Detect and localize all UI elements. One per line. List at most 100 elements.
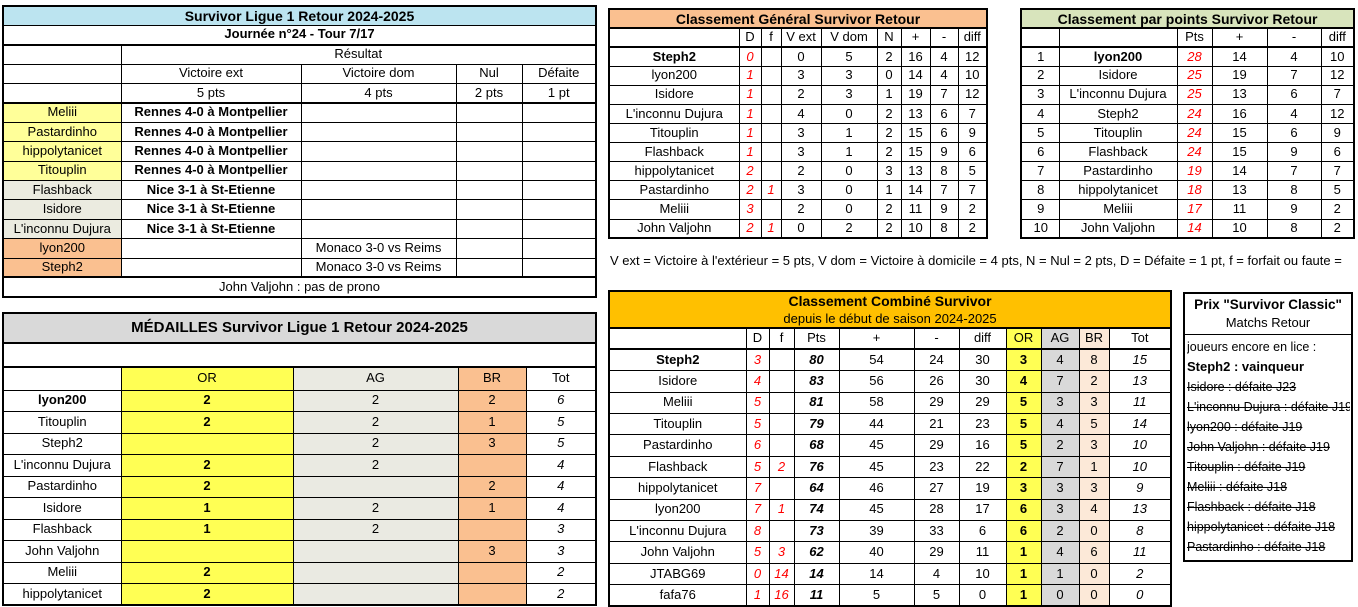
stat-pts: 28 (1176, 46, 1213, 67)
stat-d: 4 (745, 370, 770, 393)
stat-plus: 10 (1211, 218, 1268, 239)
col-gold: OR (1005, 327, 1042, 351)
bronze-count (457, 518, 527, 541)
pronos-title: Survivor Ligue 1 Retour 2024-2025 (2, 5, 597, 26)
stat-f: 1 (760, 180, 782, 201)
stat-plus: 16 (1211, 103, 1268, 125)
total-count: 13 (1108, 498, 1172, 522)
stat-d: 0 (745, 562, 770, 586)
stat-minus: 33 (913, 520, 960, 543)
stat-diff: 22 (958, 455, 1007, 479)
col-nul: Nul (455, 63, 523, 85)
stat-plus: 13 (900, 161, 931, 182)
total-count: 2 (525, 561, 597, 584)
player-name: hippolytanicet (2, 141, 122, 162)
silver-count (292, 561, 459, 584)
silver-count: 7 (1040, 370, 1080, 393)
stat-pts: 80 (793, 348, 840, 372)
col-defaite: Défaite (521, 63, 597, 85)
player-name: lyon200 (608, 498, 747, 522)
col-n: N (876, 27, 902, 49)
rank-number: 10 (1020, 218, 1060, 239)
stat-d: 1 (738, 142, 762, 163)
player-name: Meliii (2, 561, 122, 584)
bronze-count: 1 (1078, 455, 1110, 479)
pick-nul (455, 102, 523, 123)
stat-minus: 26 (913, 370, 960, 393)
player-name: lyon200 (608, 65, 740, 86)
rank-number: 6 (1020, 142, 1060, 163)
stat-minus: 21 (913, 413, 960, 436)
stat-pts: 81 (793, 391, 840, 415)
rank-number: 4 (1020, 103, 1060, 125)
empty-cell (1058, 27, 1178, 49)
combined-ranking-table: Classement Combiné Survivor depuis le dé… (608, 290, 1173, 607)
total-count: 4 (525, 475, 597, 498)
gold-count: 3 (1005, 348, 1042, 372)
stat-plus: 19 (1211, 65, 1268, 86)
total-count: 10 (1108, 455, 1172, 479)
stat-plus: 15 (1211, 142, 1268, 163)
stat-minus: 6 (1266, 84, 1322, 105)
player-name: Meliii (608, 199, 740, 220)
silver-count: 2 (292, 432, 459, 455)
stat-minus: 4 (1266, 103, 1322, 125)
pick-nul (455, 180, 523, 201)
silver-count (292, 583, 459, 606)
combined-row: Meliii 5 81 58 29 29 5 3 3 11 (608, 391, 1172, 415)
eliminated-player: Pastardinho : défaite J18 (1187, 540, 1326, 554)
stat-diff: 30 (958, 348, 1007, 372)
stat-diff: 12 (1320, 103, 1355, 125)
general-row: Titouplin 1 3 1 2 15 6 9 (608, 123, 988, 144)
player-name: Isidore (1058, 65, 1178, 86)
silver-count: 4 (1040, 413, 1080, 436)
stat-plus: 13 (1211, 84, 1268, 105)
stat-n: 2 (876, 218, 902, 239)
eliminated-player: Flashback : défaite J18 (1187, 500, 1316, 514)
prix-subtitle: Matchs Retour (1225, 315, 1311, 330)
stat-d: 5 (745, 391, 770, 415)
stat-plus: 54 (838, 348, 915, 372)
player-name: hippolytanicet (1058, 180, 1178, 201)
gold-count: 2 (120, 454, 294, 477)
combined-row: fafa76 1 16 11 5 5 0 1 0 0 0 (608, 584, 1172, 607)
stat-n: 2 (876, 123, 902, 144)
stat-d: 0 (738, 46, 762, 67)
stat-f (760, 199, 782, 220)
player-name: John Valjohn (608, 218, 740, 239)
stat-d: 3 (738, 199, 762, 220)
bronze-count: 1 (457, 411, 527, 434)
pick-victoire-ext (120, 238, 302, 259)
stat-minus: 7 (1266, 65, 1322, 86)
bronze-count: 3 (1078, 434, 1110, 457)
player-name: Titouplin (2, 160, 122, 182)
stat-diff: 2 (1320, 199, 1355, 220)
prix-winner: Steph2 : vainqueur (1187, 359, 1305, 374)
total-count: 14 (1108, 413, 1172, 436)
pick-nul (455, 141, 523, 162)
stat-f: 14 (768, 562, 795, 586)
player-name: Steph2 (608, 46, 740, 67)
stat-minus: 8 (1266, 218, 1322, 239)
medals-row: hippolytanicet 2 2 (2, 583, 597, 606)
stat-v-dom: 1 (820, 142, 878, 163)
points-row: 3 L'inconnu Dujura 25 13 6 7 (1020, 84, 1355, 105)
silver-count: 2 (1040, 434, 1080, 457)
stat-minus: 6 (929, 123, 959, 144)
stat-f (768, 434, 795, 457)
total-count: 15 (1108, 348, 1172, 372)
player-name: lyon200 (1058, 46, 1178, 67)
player-name: Meliii (2, 102, 122, 123)
stat-plus: 46 (838, 477, 915, 500)
points-victoire-ext: 5 pts (120, 83, 302, 104)
stat-pts: 17 (1176, 199, 1213, 220)
pick-victoire-ext: Rennes 4-0 à Montpellier (120, 102, 302, 123)
col-v-ext: V ext (780, 27, 822, 49)
rank-number: 3 (1020, 84, 1060, 105)
stat-minus: 4 (1266, 46, 1322, 67)
stat-d: 7 (745, 477, 770, 500)
stat-f (768, 520, 795, 543)
silver-count: 2 (292, 411, 459, 434)
stat-d: 6 (745, 434, 770, 457)
col-plus: + (1211, 27, 1268, 49)
